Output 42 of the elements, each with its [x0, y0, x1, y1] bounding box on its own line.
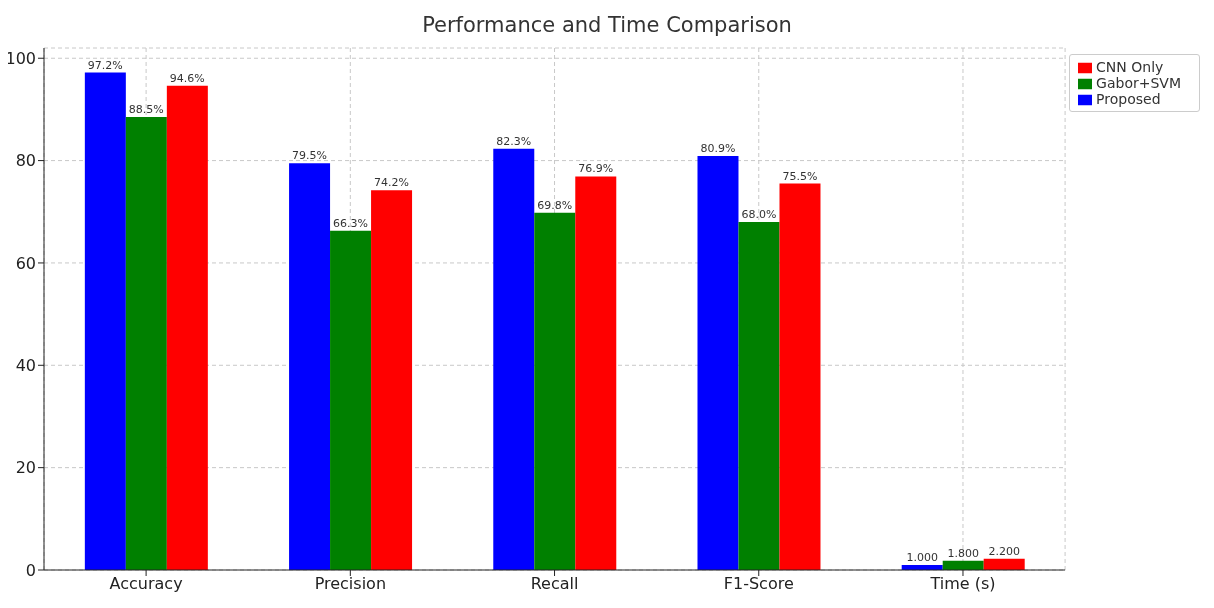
bar — [84, 72, 126, 570]
bar — [779, 183, 821, 570]
data-label: 1.000 — [906, 550, 938, 564]
data-label: 97.2% — [87, 58, 123, 72]
data-label: 66.3% — [333, 216, 369, 230]
legend-label: CNN Only — [1096, 59, 1164, 75]
data-label: 79.5% — [292, 149, 328, 163]
bar — [166, 85, 208, 570]
data-label: 80.9% — [700, 141, 736, 155]
y-tick-label: 80 — [15, 151, 36, 171]
x-tick-label: Time (s) — [929, 574, 996, 594]
data-label: 74.2% — [374, 176, 410, 190]
y-tick-label: 20 — [15, 458, 36, 478]
bar — [125, 117, 167, 570]
data-label: 69.8% — [537, 198, 573, 212]
x-tick-label: Recall — [530, 574, 579, 594]
bar — [697, 155, 739, 570]
data-label: 1.800 — [947, 546, 979, 560]
y-tick-label: 60 — [15, 253, 36, 273]
data-label: 94.6% — [169, 71, 205, 85]
bar — [289, 163, 331, 570]
bar — [738, 222, 780, 570]
y-tick-label: 100 — [5, 48, 36, 68]
bar — [534, 212, 576, 570]
bar — [493, 148, 535, 570]
x-tick-label: Precision — [314, 574, 387, 594]
chart-title: Performance and Time Comparison — [421, 12, 793, 39]
x-tick-label: F1-Score — [723, 574, 794, 594]
data-label: 82.3% — [496, 134, 532, 148]
data-label: 76.9% — [578, 162, 614, 176]
bar — [371, 190, 413, 570]
y-tick-label: 0 — [25, 560, 36, 580]
legend-label: Proposed — [1096, 91, 1161, 107]
bar — [575, 176, 617, 570]
data-label: 68.0% — [741, 208, 777, 221]
bar — [330, 230, 372, 570]
data-label: 2.200 — [988, 544, 1020, 558]
legend-label: Gabor+SVM — [1096, 75, 1181, 91]
x-tick-label: Accuracy — [109, 574, 183, 594]
data-label: 75.5% — [782, 169, 818, 183]
y-tick-label: 40 — [15, 355, 36, 375]
data-label: 88.5% — [128, 103, 164, 117]
